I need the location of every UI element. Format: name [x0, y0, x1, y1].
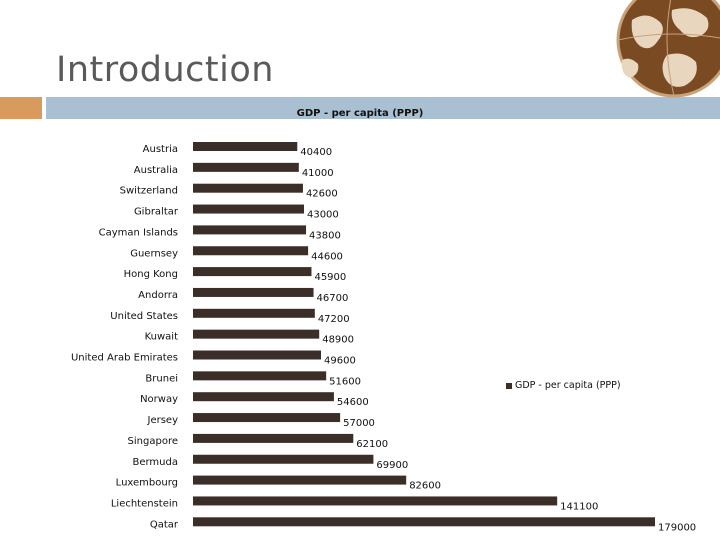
- value-label: 141100: [560, 501, 598, 512]
- value-label: 43000: [307, 210, 339, 221]
- bar: [193, 433, 354, 443]
- category-label: Cayman Islands: [99, 227, 178, 238]
- category-label: Qatar: [150, 519, 179, 530]
- value-label: 57000: [343, 418, 375, 429]
- bar: [193, 371, 327, 381]
- category-label: Switzerland: [120, 186, 178, 197]
- value-label: 51600: [329, 376, 361, 387]
- category-label: Brunei: [145, 373, 178, 384]
- title-accent-orange: [0, 97, 42, 119]
- category-label: Liechtenstein: [111, 498, 178, 509]
- value-label: 46700: [317, 293, 349, 304]
- category-label: Hong Kong: [124, 269, 178, 280]
- category-label: Luxembourg: [116, 478, 178, 489]
- bar: [193, 246, 309, 256]
- category-label: United States: [110, 311, 178, 322]
- bar: [193, 475, 407, 485]
- value-label: 40400: [300, 147, 332, 158]
- value-label: 47200: [318, 314, 350, 325]
- value-label: 41000: [302, 168, 334, 179]
- slide-title: Introduction: [56, 50, 274, 90]
- chart-title: GDP - per capita (PPP): [296, 108, 424, 119]
- category-label: Guernsey: [130, 248, 178, 259]
- category-label: United Arab Emirates: [71, 353, 178, 364]
- bar: [193, 142, 298, 151]
- bar: [193, 454, 374, 464]
- bar: [193, 225, 307, 235]
- category-label: Jersey: [147, 415, 179, 426]
- bar: [193, 267, 312, 277]
- value-label: 69900: [376, 460, 408, 471]
- category-label: Gibraltar: [134, 207, 179, 218]
- value-label: 44600: [311, 251, 343, 262]
- value-label: 82600: [409, 481, 441, 492]
- bar: [193, 204, 304, 214]
- bar: [193, 517, 655, 527]
- bar: [193, 287, 314, 297]
- bar: [193, 183, 303, 193]
- category-label: Andorra: [138, 290, 178, 301]
- globe-icon: [616, 0, 720, 98]
- category-label: Bermuda: [132, 457, 178, 468]
- chart-legend: GDP - per capita (PPP): [506, 380, 621, 391]
- bar: [193, 329, 320, 339]
- category-label: Kuwait: [145, 332, 178, 343]
- value-label: 179000: [658, 522, 696, 533]
- legend-label: GDP - per capita (PPP): [515, 380, 621, 391]
- value-label: 54600: [337, 397, 369, 408]
- legend-swatch: [506, 382, 512, 389]
- title-accent-blue: [46, 97, 720, 119]
- bar: [193, 392, 334, 402]
- bar: [193, 308, 315, 318]
- bar: [193, 413, 341, 423]
- bar: [193, 162, 299, 172]
- value-label: 48900: [322, 335, 354, 346]
- bar: [193, 350, 322, 360]
- value-label: 49600: [324, 356, 356, 367]
- category-label: Australia: [134, 165, 178, 176]
- value-label: 43800: [309, 230, 341, 241]
- value-label: 42600: [306, 189, 338, 200]
- bar: [193, 496, 558, 506]
- category-label: Norway: [140, 394, 178, 405]
- value-label: 45900: [314, 272, 346, 283]
- category-label: Singapore: [128, 436, 178, 447]
- category-label: Austria: [143, 144, 178, 155]
- value-label: 62100: [356, 439, 388, 450]
